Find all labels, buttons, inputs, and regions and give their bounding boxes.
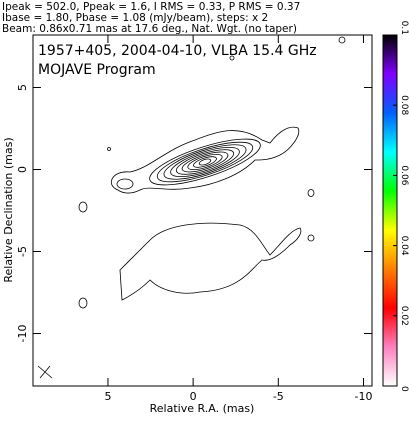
x-tick-label: -10: [354, 390, 372, 403]
y-tick-label: 5: [16, 84, 29, 91]
x-tick-label: 0: [190, 390, 197, 403]
chart-title: 1957+405, 2004-04-10, VLBA 15.4 GHz: [38, 43, 317, 59]
colorbar-tick-label: 0.02: [399, 306, 409, 326]
contours: [37, 36, 346, 379]
header-line: Ibase = 1.80, Pbase = 1.08 (mJy/beam), s…: [2, 12, 268, 24]
y-tick-label: -10: [16, 325, 29, 343]
x-tick-label: 5: [104, 390, 111, 403]
header-line: Ipeak = 502.0, Ppeak = 1.6, I RMS = 0.33…: [2, 1, 300, 13]
x-tick-label: -5: [273, 390, 284, 403]
y-tick-label: 0: [16, 166, 29, 173]
colorbar-tick-label: 0.06: [399, 165, 409, 185]
colorbar-tick-label: 0.08: [399, 95, 409, 115]
chart-subtitle: MOJAVE Program: [38, 62, 156, 78]
colorbar-tick-label: 0.04: [399, 236, 409, 256]
colorbar-tick-label: 0.1: [399, 21, 409, 35]
header-line: Beam: 0.86x0.71 mas at 17.6 deg., Nat. W…: [2, 23, 297, 35]
plot-frame: [32, 34, 373, 387]
y-axis-label: Relative Declination (mas): [2, 137, 15, 282]
colorbar-tick-label: 0: [399, 386, 409, 392]
colorbar: [382, 34, 398, 387]
x-axis-label: Relative R.A. (mas): [150, 402, 255, 415]
y-tick-label: -5: [16, 246, 29, 257]
